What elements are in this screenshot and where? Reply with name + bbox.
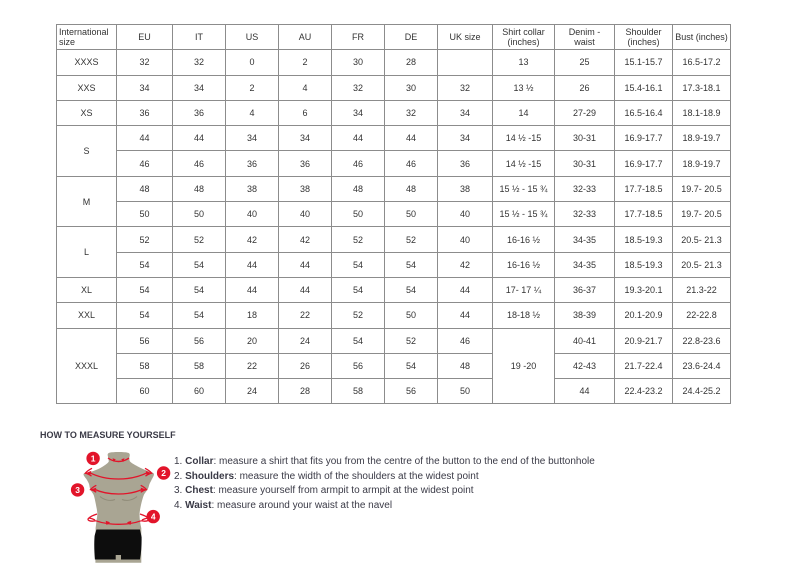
svg-text:4: 4 — [151, 512, 156, 522]
svg-text:2: 2 — [161, 468, 166, 478]
svg-text:3: 3 — [75, 485, 80, 495]
svg-text:1: 1 — [91, 453, 96, 463]
